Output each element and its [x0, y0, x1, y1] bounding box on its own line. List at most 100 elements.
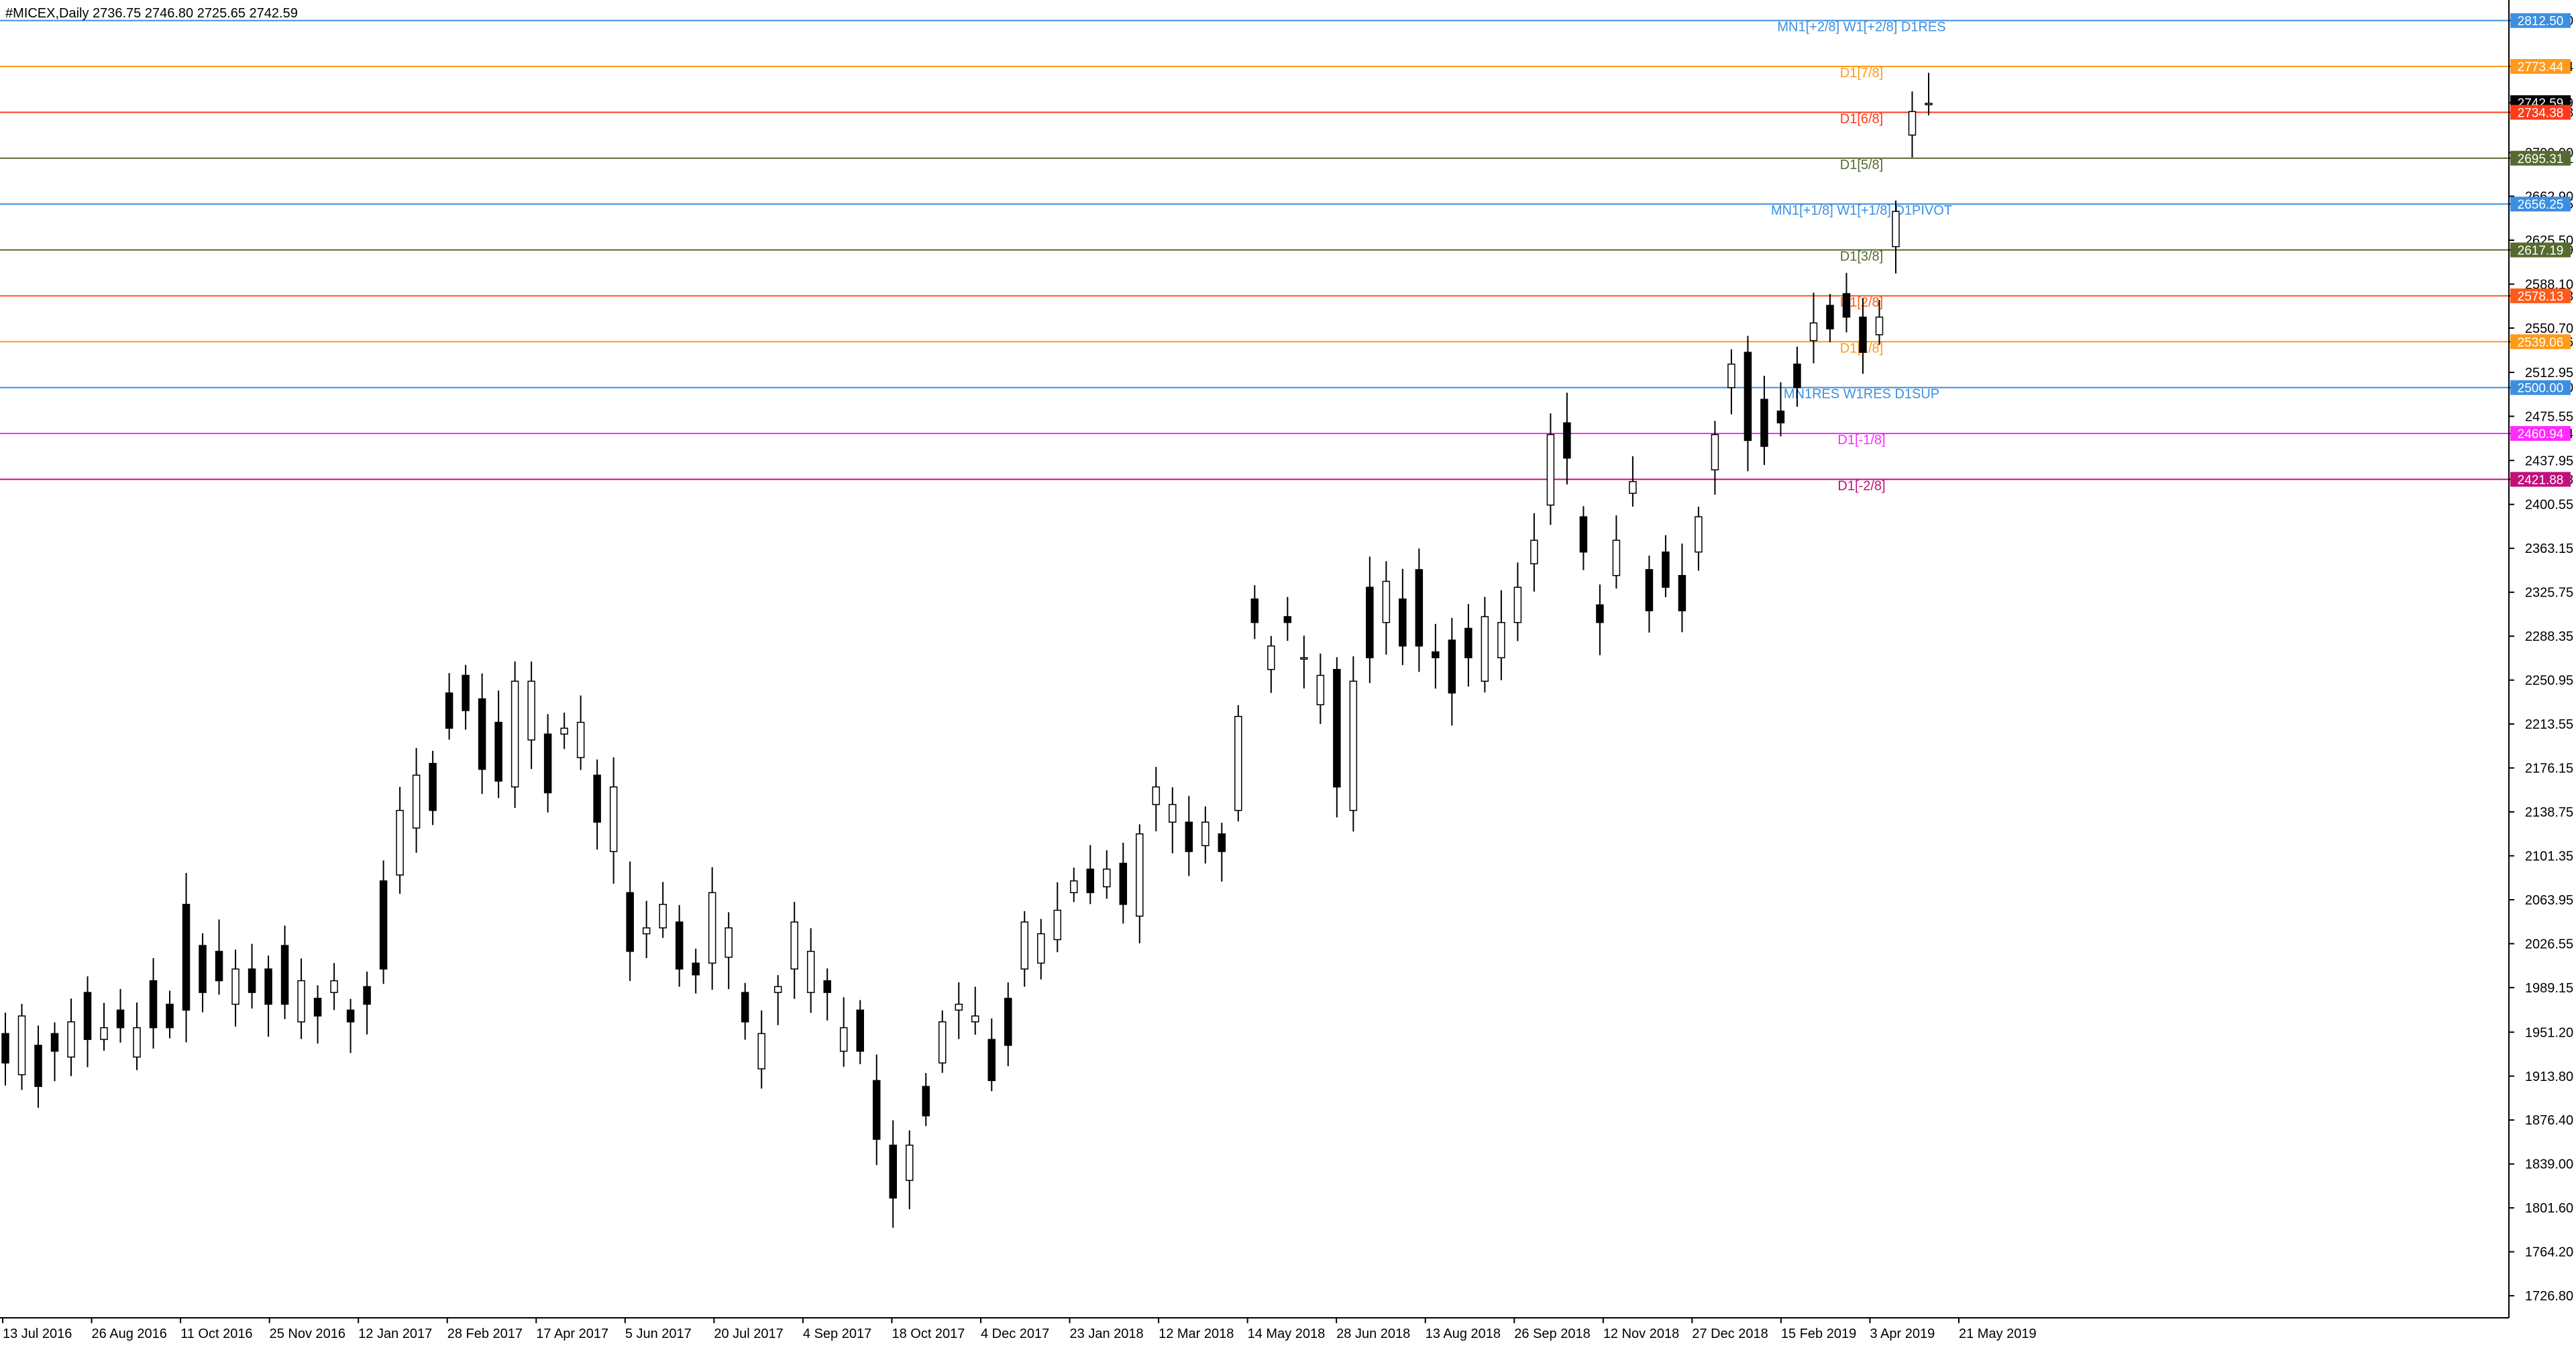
candle: [1333, 657, 1341, 818]
candle: [1809, 293, 1818, 364]
y-tick-label: 1989.15: [2525, 981, 2573, 996]
price-tag: [2510, 105, 2571, 120]
level-label: D1[2/8]: [1840, 295, 1883, 310]
price-axis: 2812.502773.442742.592734.382700.002695.…: [2509, 13, 2573, 1304]
candle: [1481, 597, 1489, 692]
candle: [149, 957, 158, 1049]
candle-body: [1103, 868, 1111, 888]
candle-body: [1678, 574, 1686, 611]
y-tick-label: 1876.40: [2525, 1113, 2573, 1128]
candle-body: [1662, 551, 1670, 588]
candle: [609, 757, 618, 884]
candle-body: [790, 921, 798, 970]
y-tick-label: 2437.95: [2525, 454, 2573, 468]
candle: [412, 747, 421, 853]
candle: [1185, 796, 1193, 876]
candle-body: [1004, 998, 1012, 1046]
candle-body: [248, 968, 256, 993]
x-tick-label: 28 Jun 2018: [1336, 1327, 1410, 1341]
candle: [1546, 413, 1555, 525]
candle: [1152, 766, 1161, 831]
candle-body: [659, 904, 667, 929]
candle: [987, 1018, 996, 1092]
candle-body: [1497, 621, 1505, 658]
candle-body: [1579, 516, 1588, 553]
candle: [971, 986, 979, 1035]
candle: [396, 786, 404, 894]
candle-body: [1169, 804, 1177, 823]
candle-body: [67, 1021, 75, 1058]
candle-body: [1695, 516, 1703, 553]
candle: [626, 861, 634, 981]
candle: [1020, 911, 1029, 987]
candle-body: [478, 698, 486, 770]
candle: [560, 713, 568, 749]
candle: [1234, 705, 1242, 822]
price-tag-label: 2421.88: [2518, 473, 2564, 487]
candle: [83, 976, 92, 1068]
candle-body: [1185, 821, 1193, 852]
candle: [1432, 623, 1440, 689]
candle: [1366, 556, 1374, 683]
candle: [313, 985, 322, 1044]
level-label: MN1[+1/8] W1[+1/8] D1PIVOT: [1771, 203, 1952, 218]
candle-body: [1283, 616, 1292, 623]
candle-body: [773, 986, 782, 993]
y-tick-label: 1951.20: [2525, 1025, 2573, 1040]
candle-body: [149, 980, 158, 1029]
candle-body: [543, 733, 552, 794]
candle: [1448, 617, 1456, 726]
candle: [1037, 919, 1045, 980]
candle: [1662, 535, 1670, 597]
level-label: D1[3/8]: [1840, 250, 1883, 264]
candle-body: [1201, 821, 1210, 847]
candle-body: [1546, 433, 1555, 506]
candle-body: [922, 1086, 930, 1117]
y-tick-label: 1839.00: [2525, 1157, 2573, 1172]
x-tick-label: 17 Apr 2017: [536, 1327, 608, 1341]
candle-body: [445, 692, 453, 729]
candle-body: [1727, 363, 1735, 389]
candle-body: [1300, 657, 1308, 660]
candle: [1415, 548, 1424, 672]
candle: [1513, 562, 1522, 641]
candle-body: [757, 1033, 765, 1070]
price-tag-label: 2460.94: [2518, 427, 2564, 442]
candle: [1776, 382, 1785, 437]
candle: [1316, 654, 1325, 725]
candle-body: [1776, 410, 1785, 423]
y-tick-label: 2063.95: [2525, 893, 2573, 908]
candle-body: [1250, 598, 1259, 623]
candle: [166, 990, 174, 1039]
candle-body: [839, 1027, 848, 1052]
candle: [379, 860, 388, 984]
candle: [527, 661, 535, 770]
candle: [1612, 515, 1621, 589]
candle: [280, 925, 289, 1019]
candle: [429, 751, 437, 825]
candle-body: [100, 1027, 108, 1040]
candle: [1, 1013, 9, 1086]
price-tag-label: 2617.19: [2518, 244, 2564, 258]
candle-body: [741, 992, 749, 1023]
candle-body: [1859, 316, 1867, 353]
candle: [1842, 272, 1851, 333]
candle: [823, 968, 831, 1021]
candle-body: [1842, 293, 1851, 318]
candle-body: [1464, 627, 1472, 658]
candle-body: [1, 1033, 9, 1064]
price-tag: [2510, 13, 2571, 28]
candle: [67, 998, 75, 1076]
level-label: D1[7/8]: [1840, 66, 1883, 81]
candle-body: [642, 927, 651, 935]
candle: [1267, 635, 1275, 693]
candle-body: [1448, 639, 1456, 694]
candle: [17, 1004, 26, 1090]
candle-body: [1925, 103, 1933, 105]
candle: [1695, 506, 1703, 571]
y-tick-label: 2213.55: [2525, 717, 2573, 732]
candle: [330, 963, 338, 1011]
candle: [1169, 787, 1177, 853]
